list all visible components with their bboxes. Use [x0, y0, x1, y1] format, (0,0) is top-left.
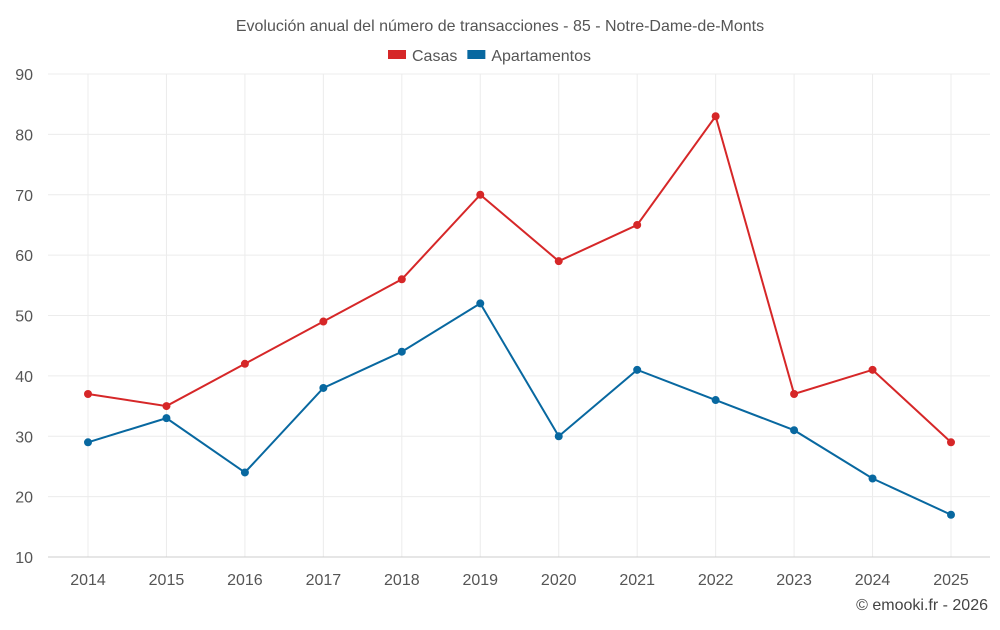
x-tick-label: 2017 [306, 572, 342, 589]
data-point[interactable] [554, 432, 563, 441]
credit-text: © emooki.fr - 2026 [856, 597, 988, 614]
y-tick-label: 20 [15, 490, 33, 507]
data-point[interactable] [947, 438, 955, 447]
data-point[interactable] [790, 389, 799, 398]
x-tick-label: 2016 [227, 572, 263, 589]
data-point[interactable] [162, 402, 171, 411]
legend-swatch [388, 50, 406, 59]
data-point[interactable] [162, 414, 171, 423]
data-point[interactable] [633, 365, 642, 374]
legend-label: Apartamentos [491, 48, 591, 65]
series-apartamentos [84, 299, 955, 519]
data-point[interactable] [711, 112, 720, 121]
legend-item-apartamentos[interactable]: Apartamentos [467, 48, 591, 65]
x-tick-label: 2021 [619, 572, 655, 589]
series-line [87, 113, 952, 444]
data-point[interactable] [84, 389, 92, 398]
data-point[interactable] [319, 383, 328, 392]
y-tick-label: 70 [15, 188, 33, 205]
chart-title: Evolución anual del número de transaccio… [236, 18, 764, 35]
y-tick-label: 60 [15, 248, 33, 265]
x-tick-label: 2014 [70, 572, 106, 589]
x-tick-label: 2019 [462, 572, 498, 589]
data-point[interactable] [476, 190, 485, 199]
y-tick-label: 90 [15, 67, 33, 84]
series-line [87, 302, 952, 516]
data-point[interactable] [868, 365, 877, 374]
y-tick-label: 30 [15, 429, 33, 446]
y-tick-label: 10 [15, 550, 33, 567]
data-point[interactable] [790, 426, 799, 435]
x-tick-label: 2015 [149, 572, 185, 589]
grid [48, 73, 990, 558]
x-tick-label: 2025 [933, 572, 969, 589]
x-tick-label: 2024 [855, 572, 891, 589]
y-tick-label: 40 [15, 369, 33, 386]
x-tick-label: 2018 [384, 572, 420, 589]
data-point[interactable] [711, 396, 720, 405]
data-point[interactable] [397, 275, 406, 284]
data-point[interactable] [633, 220, 642, 229]
data-point[interactable] [397, 347, 406, 356]
data-point[interactable] [240, 359, 249, 368]
x-tick-label: 2022 [698, 572, 734, 589]
legend-label: Casas [412, 48, 457, 65]
x-tick-label: 2023 [776, 572, 812, 589]
data-point[interactable] [319, 317, 328, 326]
data-point[interactable] [868, 474, 877, 483]
x-tick-label: 2020 [541, 572, 577, 589]
y-tick-label: 80 [15, 127, 33, 144]
data-point[interactable] [476, 299, 485, 308]
legend-item-casas[interactable]: Casas [388, 48, 457, 65]
legend-swatch [467, 50, 486, 59]
series-group [84, 112, 955, 519]
data-point[interactable] [554, 257, 563, 266]
y-tick-label: 50 [15, 309, 33, 326]
data-point[interactable] [240, 468, 249, 477]
legend: Casas Apartamentos [388, 48, 591, 65]
data-point[interactable] [947, 510, 955, 519]
axes: 10 20 30 40 50 60 70 80 90 2014 2015 2016 2017 2018 20… [15, 67, 990, 589]
data-point[interactable] [84, 438, 92, 447]
series-casas [84, 112, 955, 447]
